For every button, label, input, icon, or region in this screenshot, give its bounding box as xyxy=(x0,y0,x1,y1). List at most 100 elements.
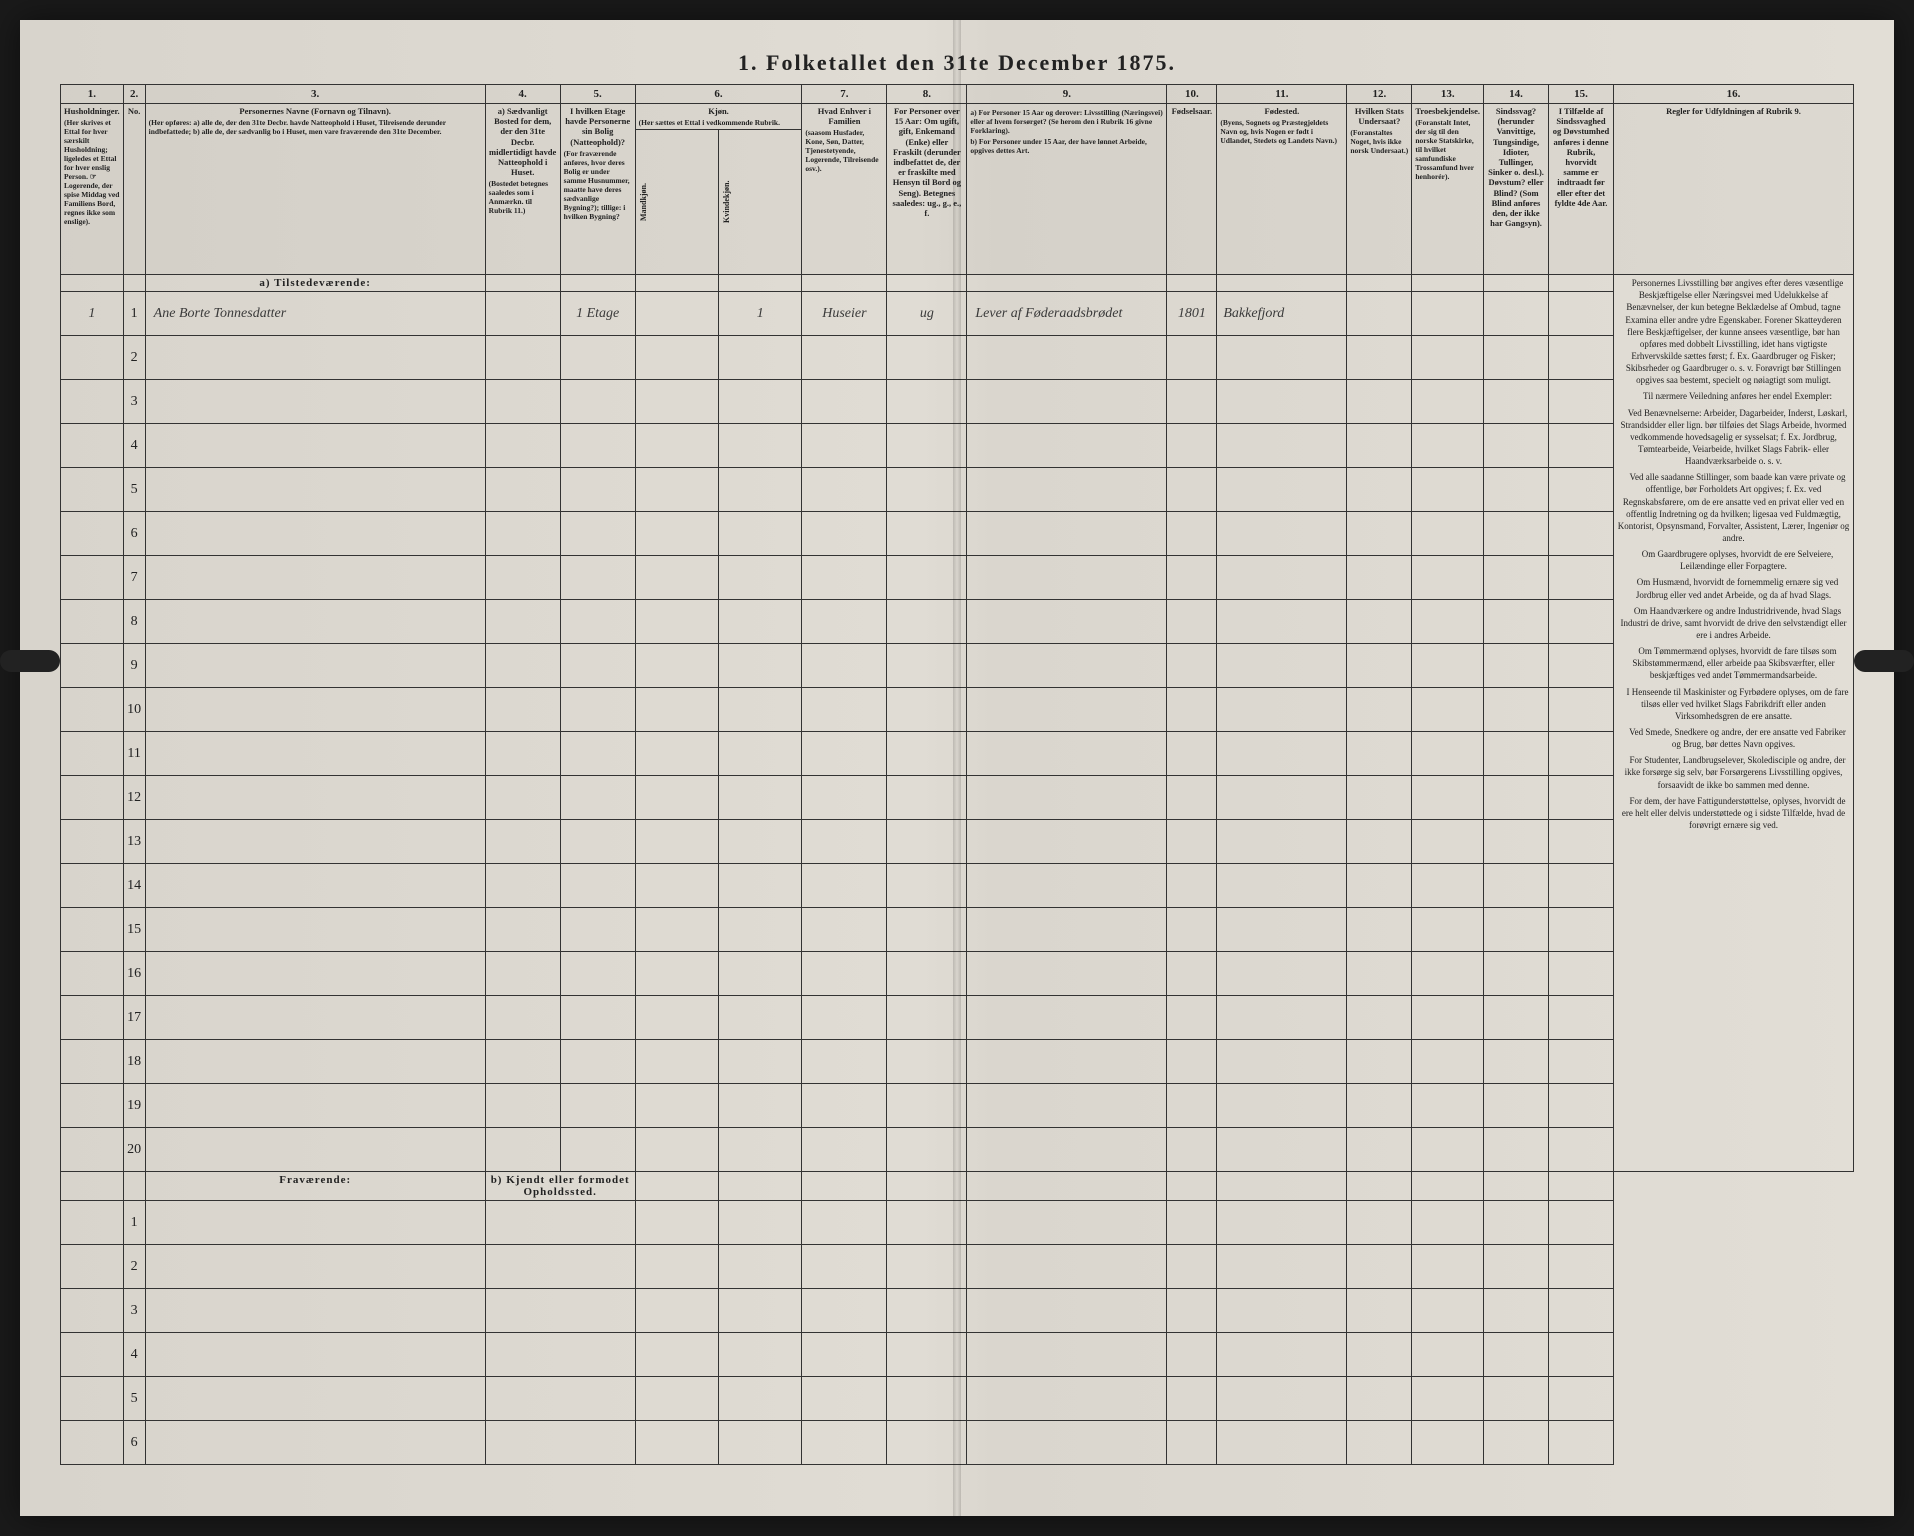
instruction-para: Om Haandværkere og andre Industridrivend… xyxy=(1617,605,1850,641)
cell-15 xyxy=(1549,1128,1614,1172)
cell-name xyxy=(145,1201,485,1245)
cell-7 xyxy=(802,1377,887,1421)
table-row: 16 xyxy=(61,952,1854,996)
cell-14 xyxy=(1484,1201,1549,1245)
instruction-para: Ved alle saadanne Stillinger, som baade … xyxy=(1617,471,1850,544)
cell-13 xyxy=(1412,820,1484,864)
cell-12 xyxy=(1347,1201,1412,1245)
header-7-sub: (saasom Husfader, Kone, Søn, Datter, Tje… xyxy=(805,128,883,173)
cell-rownum: 1 xyxy=(123,1201,145,1245)
cell-15 xyxy=(1549,864,1614,908)
tbody-present: a) Tilstedeværende: Personernes Livsstil… xyxy=(61,275,1854,1172)
cell-household xyxy=(61,1333,124,1377)
cell-9 xyxy=(967,336,1167,380)
cell-7 xyxy=(802,908,887,952)
header-14: Sindssvag? (herunder Vanvittige, Tungsin… xyxy=(1484,104,1549,275)
cell-4 xyxy=(485,1128,560,1172)
cell-6b xyxy=(719,644,802,688)
cell-rownum: 12 xyxy=(123,776,145,820)
cell-12 xyxy=(1347,512,1412,556)
cell-household xyxy=(61,1289,124,1333)
cell-rownum: 11 xyxy=(123,732,145,776)
cell-9 xyxy=(967,1040,1167,1084)
cell-11 xyxy=(1217,468,1347,512)
col-num-6: 6. xyxy=(635,85,802,104)
cell-8 xyxy=(887,1421,967,1465)
cell-13 xyxy=(1412,996,1484,1040)
cell-household xyxy=(61,688,124,732)
cell-11: Bakkefjord xyxy=(1217,292,1347,336)
cell-4 xyxy=(485,820,560,864)
header-6b-label: Kvindekjøn. xyxy=(722,132,731,272)
cell-4 xyxy=(485,512,560,556)
cell-6a xyxy=(635,1289,718,1333)
header-8: For Personer over 15 Aar: Om ugift, gift… xyxy=(887,104,967,275)
col-num-14: 14. xyxy=(1484,85,1549,104)
table-row: 4 xyxy=(61,424,1854,468)
header-6a-label: Mandkjøn. xyxy=(639,132,648,272)
cell-8 xyxy=(887,424,967,468)
cell-9 xyxy=(967,556,1167,600)
header-1: Husholdninger. (Her skrives et Ettal for… xyxy=(61,104,124,275)
cell-5 xyxy=(560,336,635,380)
header-4: a) Sædvanligt Bosted for dem, der den 31… xyxy=(485,104,560,275)
cell-13 xyxy=(1412,1289,1484,1333)
cell-14 xyxy=(1484,336,1549,380)
cell-6a xyxy=(635,776,718,820)
cell-5 xyxy=(560,468,635,512)
cell-6a xyxy=(635,688,718,732)
cell-10 xyxy=(1167,468,1217,512)
cell-6a xyxy=(635,468,718,512)
cell-7 xyxy=(802,1040,887,1084)
cell-14 xyxy=(1484,864,1549,908)
cell-8 xyxy=(887,1128,967,1172)
cell-name xyxy=(145,1333,485,1377)
cell-8 xyxy=(887,1377,967,1421)
cell-14 xyxy=(1484,1040,1549,1084)
cell-rownum: 6 xyxy=(123,1421,145,1465)
table-row: 1 1 Ane Borte Tonnesdatter 1 Etage 1 Hus… xyxy=(61,292,1854,336)
cell-12 xyxy=(1347,1040,1412,1084)
cell-name xyxy=(145,512,485,556)
table-row: 19 xyxy=(61,1084,1854,1128)
cell-household xyxy=(61,996,124,1040)
header-3: Personernes Navne (Fornavn og Tilnavn). … xyxy=(145,104,485,275)
cell-6a xyxy=(635,1421,718,1465)
header-11: Fødested. (Byens, Sognets og Præstegjeld… xyxy=(1217,104,1347,275)
cell-rownum: 19 xyxy=(123,1084,145,1128)
section-present-label: a) Tilstedeværende: Personernes Livsstil… xyxy=(61,275,1854,292)
cell-10 xyxy=(1167,952,1217,996)
cell-9 xyxy=(967,512,1167,556)
cell-5: 1 Etage xyxy=(560,292,635,336)
cell-10 xyxy=(1167,336,1217,380)
cell-5 xyxy=(560,908,635,952)
cell-14 xyxy=(1484,820,1549,864)
cell-13 xyxy=(1412,1333,1484,1377)
instruction-para: Om Tømmermænd oplyses, hvorvidt de fare … xyxy=(1617,645,1850,681)
cell-7 xyxy=(802,1333,887,1377)
cell-10 xyxy=(1167,864,1217,908)
cell-11 xyxy=(1217,556,1347,600)
table-row: 2 xyxy=(61,336,1854,380)
header-5: I hvilken Etage havde Personerne sin Bol… xyxy=(560,104,635,275)
cell-14 xyxy=(1484,556,1549,600)
table-row: 14 xyxy=(61,864,1854,908)
cell-household xyxy=(61,1377,124,1421)
cell-6a xyxy=(635,908,718,952)
cell-9 xyxy=(967,908,1167,952)
cell-4 xyxy=(485,996,560,1040)
cell-9 xyxy=(967,732,1167,776)
cell-14 xyxy=(1484,732,1549,776)
cell-11 xyxy=(1217,1128,1347,1172)
cell-6a xyxy=(635,1245,718,1289)
cell-5 xyxy=(560,776,635,820)
cell-6b xyxy=(719,1421,802,1465)
table-row: 3 xyxy=(61,1289,1854,1333)
cell-11 xyxy=(1217,1377,1347,1421)
cell-rownum: 9 xyxy=(123,644,145,688)
cell-name xyxy=(145,468,485,512)
cell-household xyxy=(61,952,124,996)
cell-15 xyxy=(1549,952,1614,996)
cell-5 xyxy=(560,952,635,996)
cell-10 xyxy=(1167,380,1217,424)
